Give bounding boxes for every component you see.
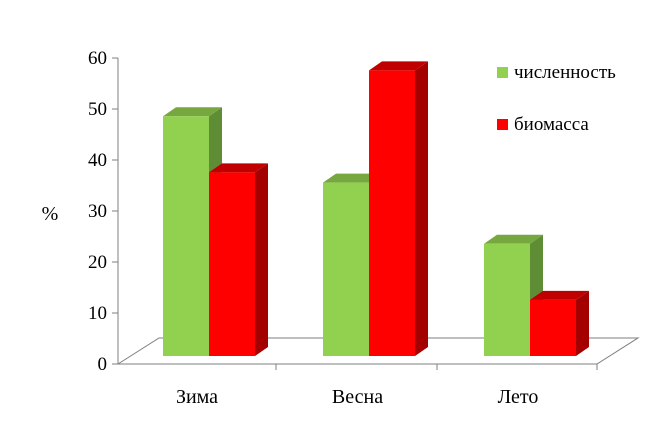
bar-side-face bbox=[255, 163, 268, 356]
bar-front-face bbox=[369, 70, 415, 357]
bar-front-face bbox=[163, 116, 209, 356]
bar-top-face bbox=[530, 290, 589, 300]
bar-top-face bbox=[163, 107, 222, 117]
y-tick-label: 20 bbox=[88, 252, 107, 273]
y-axis-label: % bbox=[42, 203, 59, 225]
bar-top-face bbox=[323, 173, 382, 183]
y-tick-label: 40 bbox=[88, 150, 107, 171]
bar-front-face bbox=[530, 299, 576, 356]
bar-top-face bbox=[484, 234, 543, 244]
category-label: Зима bbox=[176, 386, 218, 408]
bars bbox=[163, 61, 589, 357]
bar-side-face bbox=[415, 61, 428, 357]
bar-side-face bbox=[576, 290, 589, 356]
bar bbox=[369, 61, 428, 357]
y-tick-label: 50 bbox=[88, 99, 107, 120]
legend-label: численность bbox=[514, 62, 616, 83]
bar-front-face bbox=[484, 243, 530, 356]
legend-swatch bbox=[497, 119, 508, 130]
y-tick-label: 0 bbox=[98, 354, 108, 375]
legend-swatch bbox=[497, 67, 508, 78]
y-tick-label: 60 bbox=[88, 48, 107, 69]
category-labels: Зима Весна Лето bbox=[176, 386, 538, 408]
category-label: Лето bbox=[498, 386, 539, 408]
bar-front-face bbox=[209, 172, 255, 356]
bar-top-face bbox=[209, 163, 268, 173]
bar bbox=[530, 290, 589, 356]
y-tick-label: 10 bbox=[88, 303, 107, 324]
bar-top-face bbox=[369, 61, 428, 71]
bar-front-face bbox=[323, 182, 369, 356]
legend: численность биомасса bbox=[497, 62, 616, 135]
bar bbox=[209, 163, 268, 356]
y-tick-label: 30 bbox=[88, 201, 107, 222]
category-label: Весна bbox=[332, 386, 383, 408]
legend-label: биомасса bbox=[514, 114, 589, 135]
y-axis: 0 10 20 30 40 50 60 bbox=[88, 48, 598, 375]
